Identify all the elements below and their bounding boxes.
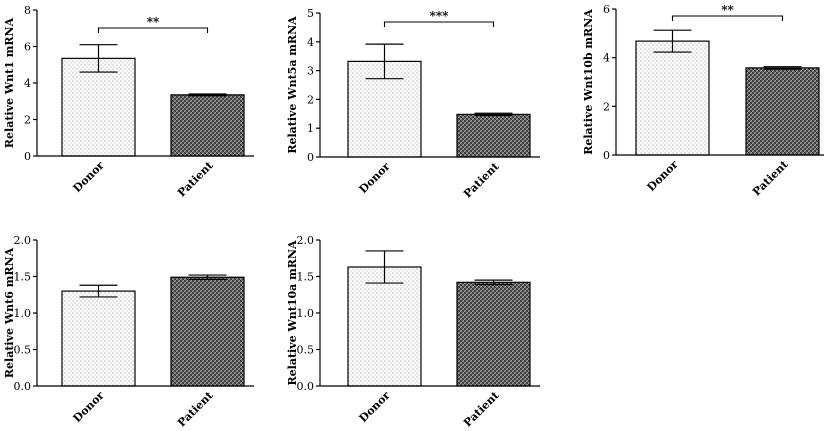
y-tick-label: 0.0 (297, 380, 315, 393)
bracket-line (671, 15, 784, 21)
y-tick-label: 1.5 (14, 271, 32, 284)
y-tick-label: 4 (603, 52, 610, 65)
y-tick-label: 2.0 (297, 234, 315, 247)
bar-patient (745, 67, 820, 156)
y-tick-label: 0 (603, 149, 610, 162)
y-axis-label: Relative Wnt1 mRNA (3, 17, 16, 148)
significance-bracket: *** (383, 9, 495, 27)
y-tick-label: 0 (307, 151, 314, 164)
y-tick-label: 1 (307, 122, 314, 135)
chart-panel-2: 0 1 2 3 4 5 Relative Wnt5a mRNA Donor Patient *** (286, 7, 540, 201)
error-bar-donor (365, 250, 404, 284)
y-axis-label: Relative Wnt10a mRNA (286, 240, 299, 385)
y-axis-label: Relative Wnt5a mRNA (286, 16, 299, 154)
y-tick-label: 0.5 (297, 344, 315, 357)
significance-label: ** (721, 3, 734, 17)
bar-donor (61, 57, 136, 157)
bracket-line (97, 27, 209, 33)
error-bar-patient (188, 274, 227, 281)
bracket-line (383, 21, 495, 27)
y-tick-label: 1.0 (297, 307, 315, 320)
x-tick-label-donor: Donor (357, 160, 393, 196)
chart-panel-1: 0 2 4 6 8 Relative Wnt1 mRNA Donor Patient ** (3, 4, 254, 200)
error-bar-donor (365, 43, 404, 80)
bar-patient (456, 281, 531, 387)
x-tick-label-donor: Donor (71, 159, 107, 195)
error-bar-patient (763, 66, 802, 70)
bar-donor (347, 266, 422, 387)
significance-label: ** (147, 15, 160, 29)
significance-label: *** (430, 9, 450, 23)
bar-patient (170, 94, 245, 157)
error-bar-donor (653, 29, 692, 53)
x-tick-label-donor: Donor (71, 389, 107, 425)
error-bar-donor (79, 44, 118, 73)
y-tick-label: 5 (307, 7, 314, 20)
y-axis-label: Relative Wnt6 mRNA (3, 247, 16, 378)
bar-donor (61, 290, 136, 387)
significance-bracket: ** (97, 15, 209, 33)
error-bar-patient (188, 93, 227, 97)
y-tick-label: 0.5 (14, 344, 32, 357)
chart-panel-3: 0 2 4 6 Relative Wnt10b mRNA Donor Patient ** (582, 3, 824, 199)
x-tick-label-patient: Patient (461, 388, 502, 429)
error-bar-donor (79, 284, 118, 298)
bar-patient (456, 113, 531, 158)
y-tick-label: 4 (307, 36, 314, 49)
bar-patient (170, 276, 245, 387)
y-tick-label: 0.0 (14, 380, 32, 393)
error-bar-patient (474, 279, 513, 286)
y-tick-label: 3 (307, 65, 314, 78)
significance-bracket: ** (671, 3, 784, 21)
y-tick-label: 2 (24, 114, 31, 127)
x-tick-label-patient: Patient (750, 157, 791, 198)
y-axis-label: Relative Wnt10b mRNA (582, 9, 595, 155)
error-bar-patient (474, 112, 513, 117)
y-tick-label: 2.0 (14, 234, 32, 247)
y-tick-label: 0 (24, 150, 31, 163)
x-tick-label-donor: Donor (357, 389, 393, 425)
y-tick-label: 6 (24, 41, 31, 54)
y-tick-label: 6 (603, 3, 610, 16)
x-tick-label-patient: Patient (461, 159, 502, 200)
y-tick-label: 2 (603, 100, 610, 113)
y-tick-label: 4 (24, 77, 31, 90)
bar-donor (635, 40, 710, 156)
y-tick-label: 2 (307, 93, 314, 106)
y-tick-label: 1.5 (297, 271, 315, 284)
y-tick-label: 8 (24, 4, 31, 17)
x-tick-label-donor: Donor (645, 158, 681, 194)
x-tick-label-patient: Patient (175, 388, 216, 429)
y-tick-label: 1.0 (14, 307, 32, 320)
x-tick-label-patient: Patient (175, 158, 216, 199)
